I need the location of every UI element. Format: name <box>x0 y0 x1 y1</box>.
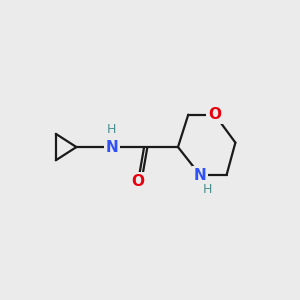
Text: N: N <box>194 167 206 182</box>
Text: H: H <box>107 123 116 136</box>
Text: O: O <box>132 174 145 189</box>
Text: H: H <box>203 183 212 196</box>
Text: O: O <box>208 107 221 122</box>
Text: N: N <box>105 140 118 154</box>
